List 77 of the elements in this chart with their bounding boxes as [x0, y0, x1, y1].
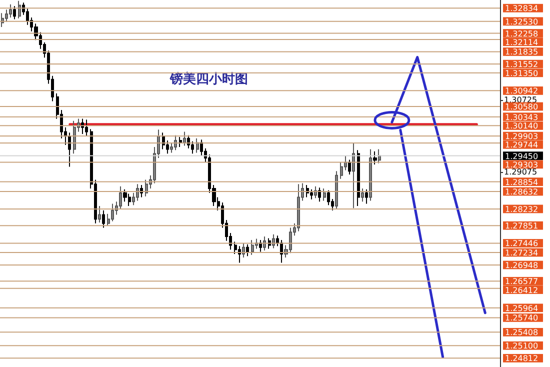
candlestick [9, 4, 12, 18]
candlestick [68, 132, 71, 168]
candlestick [348, 159, 351, 176]
candlestick [246, 244, 249, 257]
ref-line-label: 1.28854 [505, 178, 538, 187]
ref-line-label: 1.32258 [505, 29, 538, 38]
ref-line-label: 1.25740 [505, 314, 538, 323]
candlestick [123, 188, 127, 202]
ref-line-label: 1.32530 [505, 17, 538, 26]
candlestick [361, 188, 364, 202]
candlestick [136, 184, 139, 202]
candlestick [174, 134, 177, 151]
candlestick [85, 119, 88, 137]
candlestick [310, 188, 313, 200]
ref-line-label: 1.30343 [505, 112, 538, 122]
candlestick [259, 240, 262, 252]
ref-line-label: 1.31350 [505, 68, 538, 78]
y-tick-label: 1.30725 [504, 96, 538, 105]
candlestick [179, 136, 182, 148]
ref-line-label: 1.31835 [505, 48, 538, 57]
candlestick [242, 242, 245, 258]
ref-line-label: 1.29450 [505, 152, 538, 161]
ref-line-label: 1.28632 [505, 187, 538, 196]
candlestick [238, 246, 241, 264]
candlestick [323, 188, 326, 202]
candlestick [81, 118, 84, 134]
ref-line-label: 1.25408 [505, 328, 538, 338]
candlestick [369, 148, 372, 202]
candlestick [1, 12, 4, 28]
candlestick [306, 184, 309, 198]
candlestick [251, 240, 254, 256]
ref-line-label: 1.30580 [505, 102, 538, 112]
ref-line-label: 1.29903 [505, 132, 538, 142]
y-tick-label: 1.29075 [504, 168, 538, 177]
candlestick [280, 240, 283, 264]
candlestick [318, 187, 321, 202]
candlestick [314, 186, 317, 199]
candlestick [73, 120, 76, 154]
candlestick [378, 148, 381, 164]
ref-line-label: 1.30140 [505, 122, 538, 131]
candlestick [352, 142, 355, 209]
candlestick [145, 179, 148, 197]
ref-line-label: 1.26412 [505, 286, 538, 295]
ref-line-label: 1.25100 [505, 342, 538, 351]
candlestick [297, 184, 300, 232]
candlestick [196, 138, 199, 154]
ref-line-label: 1.30942 [505, 86, 538, 96]
candlestick [140, 184, 143, 198]
candlestick [263, 236, 266, 251]
candlestick [365, 188, 368, 204]
ref-line-label: 1.27234 [505, 248, 538, 258]
ref-line-label: 1.32834 [505, 4, 538, 14]
ref-line-label: 1.28232 [505, 204, 538, 214]
candlestick [102, 210, 105, 228]
ref-line-label: 1.29303 [505, 160, 538, 170]
candlestick [13, 6, 16, 20]
candlestick [373, 150, 377, 166]
ref-line-label: 1.29744 [505, 140, 538, 150]
ref-line-label: 1.26948 [505, 260, 538, 270]
candlestick [272, 234, 275, 249]
candlestick [111, 203, 114, 222]
candlestick [335, 170, 338, 210]
ref-line-label: 1.25964 [505, 304, 538, 313]
ref-line-label: 1.31552 [505, 60, 538, 70]
ref-line-label: 1.32114 [505, 38, 538, 47]
candlestick [276, 235, 279, 247]
ref-line-label: 1.27446 [505, 239, 538, 248]
candlestick [98, 205, 101, 224]
candlestick [268, 238, 271, 250]
ref-line-label: 1.24812 [505, 354, 538, 364]
ref-line-label: 1.26577 [505, 277, 538, 286]
candlestick [18, 0, 21, 19]
candlestick [162, 132, 165, 150]
candlestick [183, 131, 186, 146]
ref-line-label: 1.27851 [505, 222, 538, 231]
candlestick [191, 140, 194, 154]
candlestick [357, 150, 360, 206]
